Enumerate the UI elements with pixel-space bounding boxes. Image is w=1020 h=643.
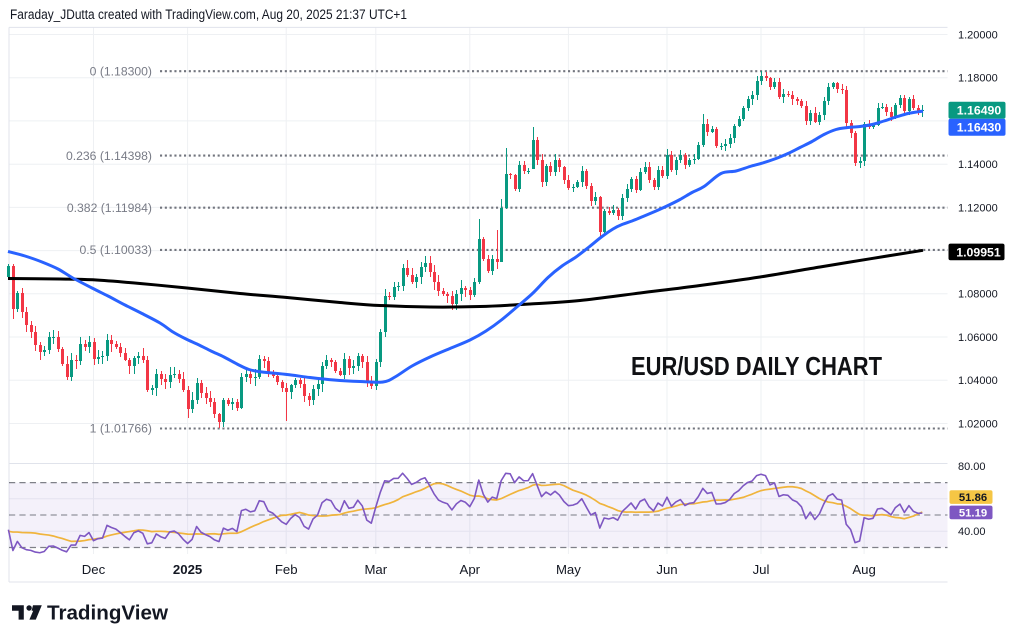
svg-text:Dec: Dec: [82, 562, 106, 577]
svg-text:40.00: 40.00: [958, 526, 986, 538]
svg-text:80.00: 80.00: [958, 461, 986, 473]
svg-text:0.236 (1.14398): 0.236 (1.14398): [66, 149, 152, 163]
svg-text:Aug: Aug: [852, 562, 875, 577]
svg-text:1.06000: 1.06000: [958, 332, 998, 344]
svg-text:Apr: Apr: [460, 562, 481, 577]
svg-text:Jul: Jul: [753, 562, 770, 577]
svg-text:1.16430: 1.16430: [957, 121, 1002, 135]
svg-text:1.20000: 1.20000: [958, 29, 998, 41]
svg-text:1 (1.01766): 1 (1.01766): [90, 422, 152, 436]
svg-text:1.02000: 1.02000: [958, 418, 998, 430]
svg-text:May: May: [556, 562, 581, 577]
svg-text:1.09951: 1.09951: [956, 245, 1001, 259]
svg-text:Faraday_JDutta created with Tr: Faraday_JDutta created with TradingView.…: [10, 7, 407, 22]
svg-text:Feb: Feb: [275, 562, 298, 577]
svg-text:0.5 (1.10033): 0.5 (1.10033): [79, 243, 152, 257]
svg-text:1.14000: 1.14000: [958, 159, 998, 171]
svg-text:1.16490: 1.16490: [957, 104, 1002, 118]
svg-text:51.86: 51.86: [959, 492, 987, 504]
svg-text:TradingView: TradingView: [47, 602, 168, 625]
svg-text:1.18000: 1.18000: [958, 73, 998, 85]
svg-text:1.08000: 1.08000: [958, 289, 998, 301]
svg-text:2025: 2025: [173, 562, 202, 577]
svg-text:Jun: Jun: [656, 562, 677, 577]
svg-text:1.04000: 1.04000: [958, 375, 998, 387]
svg-text:0.382 (1.11984): 0.382 (1.11984): [67, 201, 152, 215]
svg-text:1.12000: 1.12000: [958, 202, 998, 214]
svg-text:Mar: Mar: [364, 562, 387, 577]
svg-text:0 (1.18300): 0 (1.18300): [90, 64, 152, 78]
svg-text:EUR/USD DAILY CHART: EUR/USD DAILY CHART: [631, 351, 882, 381]
svg-text:51.19: 51.19: [959, 508, 987, 520]
